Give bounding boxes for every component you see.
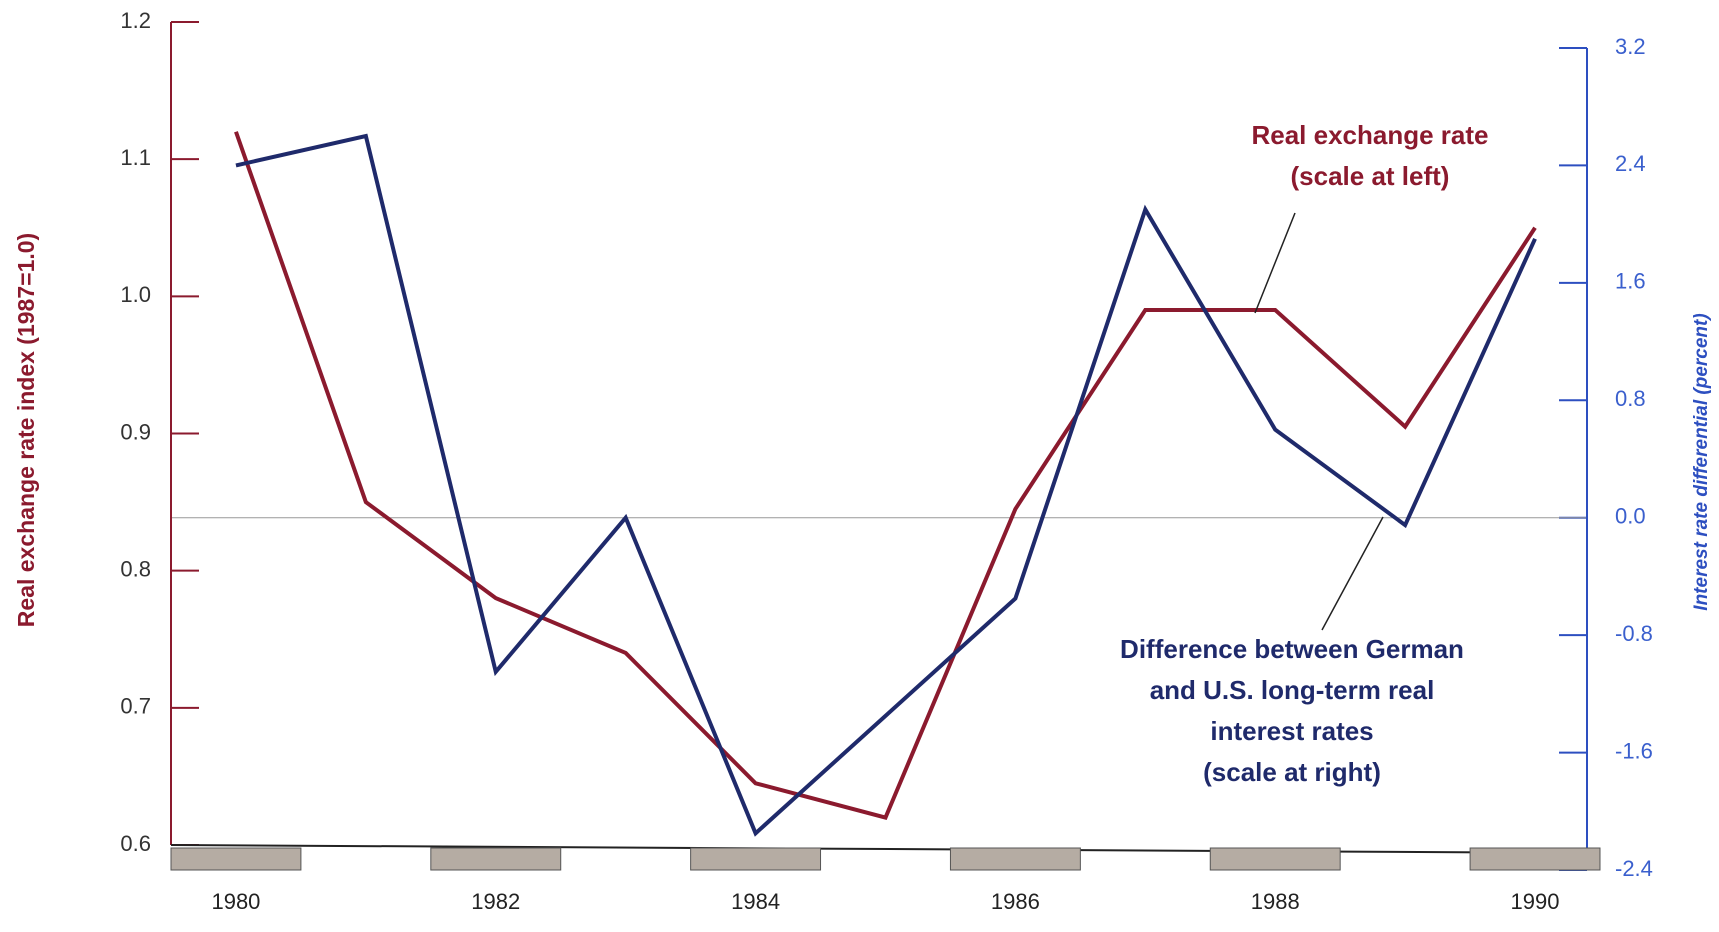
annotation: (scale at right) bbox=[1203, 757, 1381, 787]
y-tick-label: 0.9 bbox=[120, 419, 151, 444]
line-series bbox=[234, 131, 1537, 820]
y-tick-label: 1.1 bbox=[120, 145, 151, 170]
x-tick-block bbox=[690, 847, 822, 871]
y2-tick-label: -1.6 bbox=[1615, 738, 1653, 763]
y-tick-label: 0.6 bbox=[120, 831, 151, 856]
y2-tick-label: 0.0 bbox=[1615, 504, 1646, 529]
annotation: Real exchange rate bbox=[1251, 120, 1488, 150]
y2-axis-label: Interest rate differential (percent) bbox=[1691, 313, 1712, 610]
annotation: and U.S. long-term real bbox=[1150, 675, 1435, 705]
x-tick-block bbox=[1209, 847, 1341, 871]
annotation-leader bbox=[1254, 212, 1296, 314]
x-tick-label: 1988 bbox=[1251, 889, 1300, 914]
x-tick-label: 1990 bbox=[1511, 889, 1560, 914]
x-tick-label: 1982 bbox=[471, 889, 520, 914]
y2-tick-label: 3.2 bbox=[1615, 34, 1646, 59]
y-tick-label: 1.0 bbox=[120, 282, 151, 307]
line-series bbox=[235, 133, 1537, 837]
y-tick-label: 0.7 bbox=[120, 694, 151, 719]
y2-tick-label: 2.4 bbox=[1615, 151, 1646, 176]
x-tick-block bbox=[430, 847, 562, 871]
annotation: (scale at left) bbox=[1291, 161, 1450, 191]
y-tick-label: 0.8 bbox=[120, 556, 151, 581]
x-tick-block bbox=[1469, 847, 1601, 871]
y2-tick-label: -2.4 bbox=[1615, 856, 1653, 881]
x-axis bbox=[170, 844, 1588, 854]
y2-tick-label: -0.8 bbox=[1615, 621, 1653, 646]
y2-tick-label: 1.6 bbox=[1615, 269, 1646, 294]
x-tick-label: 1986 bbox=[991, 889, 1040, 914]
annotation-leader bbox=[1321, 516, 1384, 631]
x-tick-block bbox=[170, 847, 302, 871]
y-tick-label: 1.2 bbox=[120, 8, 151, 33]
x-tick-block bbox=[949, 847, 1081, 871]
y2-tick-label: 0.8 bbox=[1615, 386, 1646, 411]
y-axis-label: Real exchange rate index (1987=1.0) bbox=[13, 233, 39, 627]
annotation: interest rates bbox=[1210, 716, 1373, 746]
annotation: Difference between German bbox=[1120, 634, 1464, 664]
x-tick-label: 1984 bbox=[731, 889, 780, 914]
x-tick-label: 1980 bbox=[211, 889, 260, 914]
